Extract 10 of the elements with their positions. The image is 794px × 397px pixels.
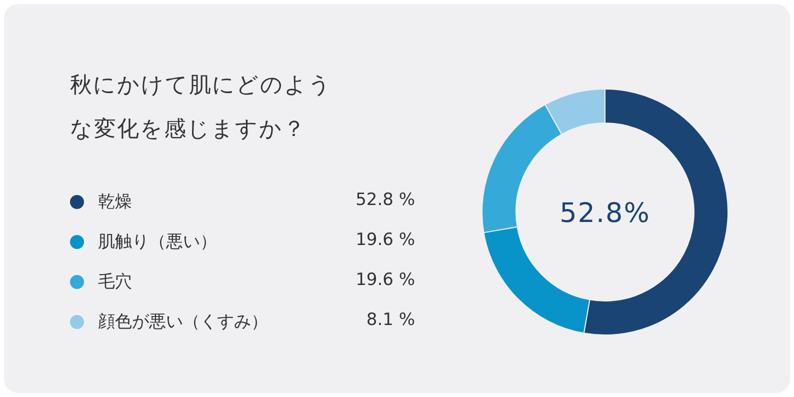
legend-label: 肌触り（悪い）	[98, 231, 217, 253]
chart-title: 秋にかけて肌にどのような変化を感じますか？	[70, 72, 333, 144]
data-label: 52.8 %	[356, 190, 415, 210]
data-label: 19.6 %	[356, 270, 415, 290]
legend-label: 乾燥	[98, 191, 132, 213]
data-label: 8.1 %	[366, 310, 415, 330]
legend-label: 毛穴	[98, 271, 132, 293]
legend-label: 顔色が悪い（くすみ）	[98, 311, 268, 333]
text: 52.8%	[560, 198, 650, 229]
data-label: 19.6 %	[356, 230, 415, 250]
